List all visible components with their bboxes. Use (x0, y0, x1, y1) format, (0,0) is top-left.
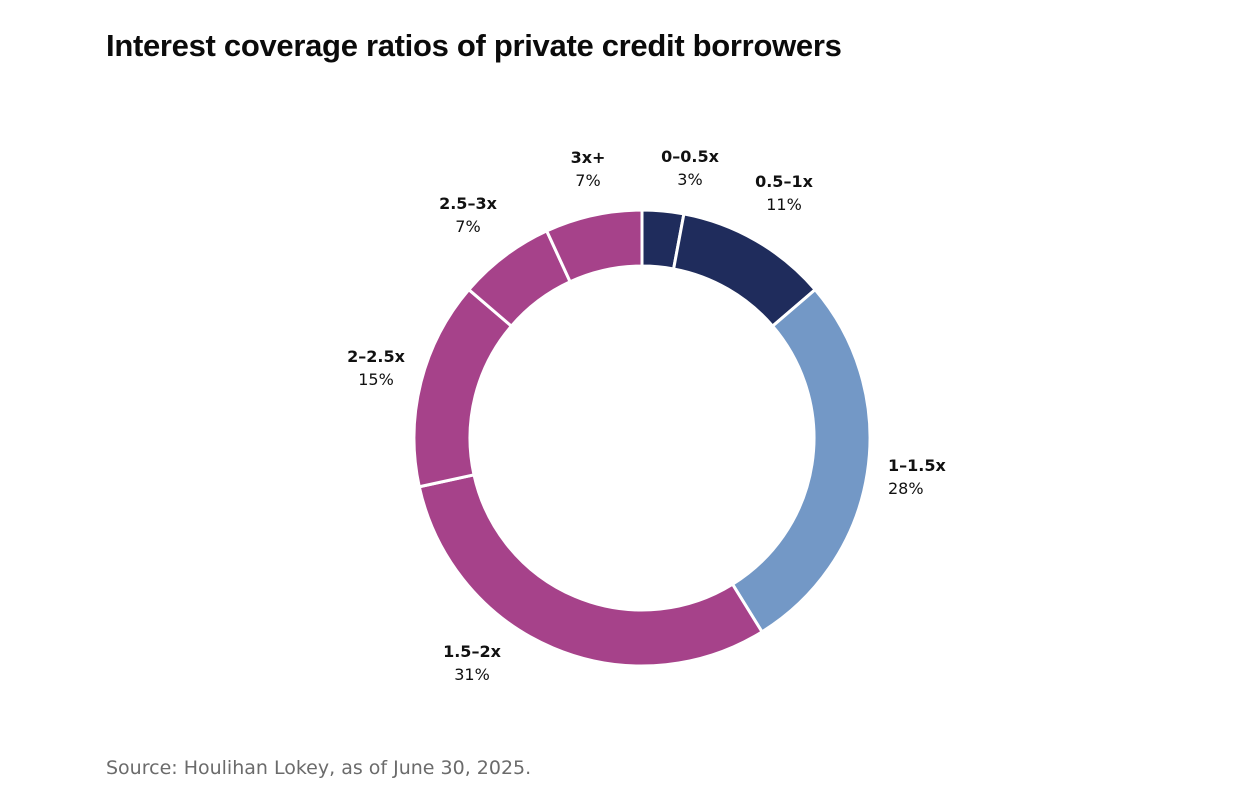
donut-chart: 0–0.5x 3% 0.5–1x 11% 1–1.5x 28% 1.5–2x 31% 2–2.5… (347, 147, 946, 684)
slice-label-3xplus: 3x+ (571, 148, 606, 167)
slice-value-0-0-5x: 3% (677, 170, 702, 189)
slice-label-0-5-1x: 0.5–1x (755, 172, 813, 191)
slice-label-1-1-5x: 1–1.5x (888, 456, 946, 475)
donut-slices (412, 208, 872, 668)
slice-value-1-1-5x: 28% (888, 479, 924, 498)
slice-label-2-2-5x: 2–2.5x (347, 347, 405, 366)
slice-3xplus (544, 208, 644, 284)
slice-value-1-5-2x: 31% (454, 665, 490, 684)
slice-value-2-2-5x: 15% (358, 370, 394, 389)
chart-title: Interest coverage ratios of private cred… (106, 28, 842, 63)
slice-1-5-2x (417, 473, 765, 668)
slice-value-0-5-1x: 11% (766, 195, 802, 214)
slice-1-1-5x (730, 287, 872, 634)
slice-label-0-0-5x: 0–0.5x (661, 147, 719, 166)
donut-labels: 0–0.5x 3% 0.5–1x 11% 1–1.5x 28% 1.5–2x 31% 2–2.5… (347, 147, 946, 684)
source-note: Source: Houlihan Lokey, as of June 30, 2… (106, 757, 532, 779)
slice-label-1-5-2x: 1.5–2x (443, 642, 501, 661)
slice-value-3xplus: 7% (575, 171, 600, 190)
slice-value-2-5-3x: 7% (455, 217, 480, 236)
slice-label-2-5-3x: 2.5–3x (439, 194, 497, 213)
slice-2-2-5x (412, 287, 514, 489)
